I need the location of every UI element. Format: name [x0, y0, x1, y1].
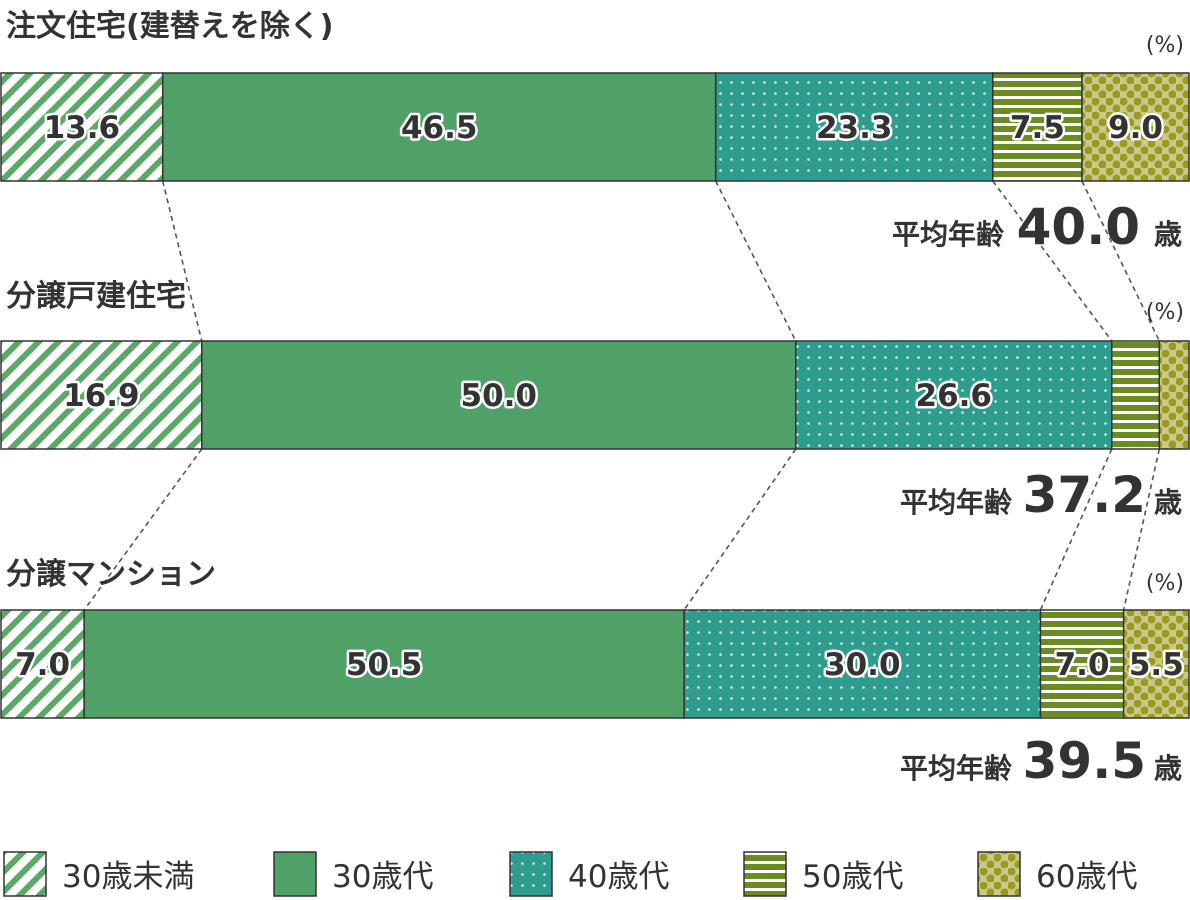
average-age-label: 平均年齢: [900, 752, 1012, 785]
group-title: 分譲マンション: [6, 557, 216, 592]
segment-30s: [201, 340, 797, 450]
connector-line: [1039, 448, 1113, 611]
data-label: 46.5: [401, 110, 478, 146]
average-age-value: 40.0: [1017, 198, 1140, 256]
segment-60s: [1081, 72, 1190, 182]
stacked-bar: 16.9 50.0 26.6: [0, 340, 1190, 450]
legend-label-60s: 60歳代: [1036, 859, 1137, 895]
unit-label: (%): [1146, 571, 1184, 596]
data-label: 13.6: [44, 110, 121, 146]
average-age-suffix: 歳: [1154, 752, 1182, 785]
data-label: 7.0: [1055, 647, 1110, 683]
data-label: 23.3: [816, 110, 893, 146]
connector-lines: [83, 180, 1161, 611]
average-age-suffix: 歳: [1154, 218, 1182, 251]
average-age-value: 37.2: [1023, 466, 1146, 524]
data-label: 7.5: [1010, 110, 1065, 146]
data-label: 30.0: [824, 647, 901, 683]
connector-line: [83, 448, 203, 611]
connector-line: [1122, 448, 1161, 611]
segment-30s: [83, 609, 685, 719]
data-label: 26.6: [916, 378, 993, 414]
segment-60s: [1158, 340, 1190, 450]
legend-swatch-40s: [509, 851, 553, 897]
segment-40s: [795, 340, 1113, 450]
stacked-bar: 13.6 46.5 23.3 7.5 9.0: [0, 72, 1190, 182]
segment-50s: [1111, 340, 1161, 450]
average-age-suffix: 歳: [1154, 486, 1182, 519]
data-label: 9.0: [1108, 110, 1163, 146]
connector-line: [683, 448, 797, 611]
connector-line: [1081, 180, 1161, 342]
legend-label-under30: 30歳未満: [62, 859, 194, 895]
legend-swatch-under30: [3, 851, 47, 897]
connector-line: [714, 180, 797, 342]
segment-under30: [0, 72, 164, 182]
stacked-bar: 7.0 50.5 30.0 7.0 5.5: [0, 609, 1190, 719]
legend: 30歳未満 30歳代 40歳代 50歳代 60歳代: [3, 851, 1137, 897]
data-label: 16.9: [63, 378, 140, 414]
legend-swatch-60s: [977, 851, 1021, 897]
average-age-value: 39.5: [1023, 732, 1146, 790]
legend-swatch-30s: [273, 851, 317, 897]
legend-label-50s: 50歳代: [802, 859, 903, 895]
group-title: 注文住宅(建替えを除く): [6, 9, 333, 44]
segment-under30: [0, 609, 85, 719]
segment-60s: [1122, 609, 1190, 719]
legend-label-30s: 30歳代: [332, 859, 433, 895]
group-title: 分譲戸建住宅: [6, 279, 186, 314]
data-label: 50.0: [461, 378, 538, 414]
segment-40s: [683, 609, 1042, 719]
data-label: 7.0: [15, 647, 70, 683]
average-age-label: 平均年齢: [900, 486, 1012, 519]
connector-line: [161, 180, 203, 342]
segment-50s: [1039, 609, 1125, 719]
average-age-label: 平均年齢: [892, 218, 1004, 251]
segment-30s: [161, 72, 717, 182]
data-label: 5.5: [1129, 647, 1184, 683]
unit-label: (%): [1146, 300, 1184, 325]
legend-swatch-50s: [743, 851, 787, 897]
connector-line: [992, 180, 1113, 342]
legend-label-40s: 40歳代: [568, 859, 669, 895]
data-label: 50.5: [346, 647, 423, 683]
unit-label: (%): [1146, 33, 1184, 58]
